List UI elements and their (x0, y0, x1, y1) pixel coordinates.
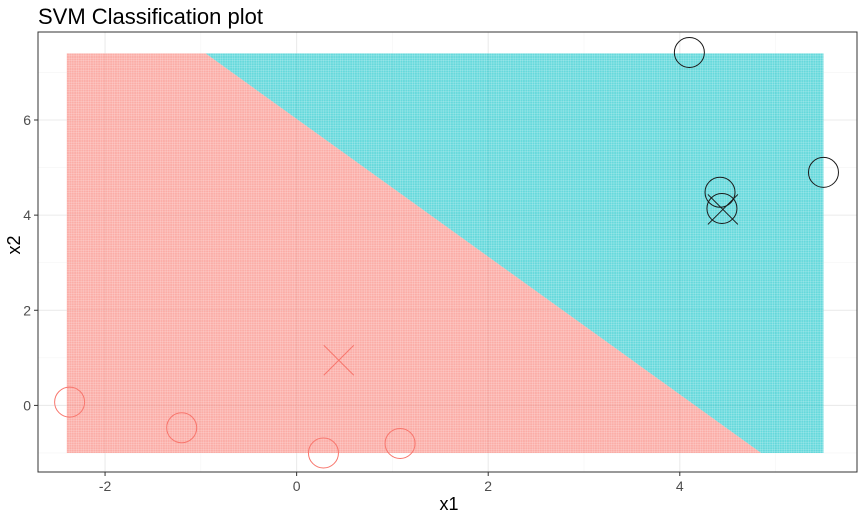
y-axis-ticks: 0 2 4 6 (23, 112, 38, 413)
y-tick-label: 4 (23, 207, 31, 223)
region-class-b (205, 53, 824, 453)
x-tick-label: 4 (676, 478, 684, 494)
y-tick-label: 6 (23, 112, 31, 128)
chart-title: SVM Classification plot (38, 4, 263, 29)
y-tick-label: 0 (23, 397, 31, 413)
data-point-circle (706, 192, 738, 224)
x-axis-label: x1 (439, 494, 458, 514)
data-point-circle (673, 36, 705, 68)
decision-region (66, 53, 824, 453)
data-point-circle (166, 412, 198, 444)
region-grid-texture (66, 53, 824, 453)
y-axis-label: x2 (4, 235, 24, 254)
x-tick-label: -2 (99, 478, 112, 494)
x-tick-label: 0 (293, 478, 301, 494)
x-tick-label: 2 (484, 478, 492, 494)
panel-border (37, 31, 858, 473)
region-grid-texture-horizontal (66, 53, 824, 453)
y-tick-label: 2 (23, 302, 31, 318)
data-point-circle (384, 427, 416, 459)
data-point-circle (307, 437, 339, 469)
data-point-cross (707, 194, 739, 225)
data-point-circle (54, 386, 86, 418)
data-point-cross (323, 344, 355, 376)
region-class-a (66, 53, 762, 453)
data-points (54, 36, 839, 469)
x-axis-ticks: -2 0 2 4 (99, 472, 684, 494)
region-grid-texture-vertical (66, 53, 823, 453)
data-point-circle (807, 156, 839, 188)
data-point-circle (704, 176, 736, 208)
